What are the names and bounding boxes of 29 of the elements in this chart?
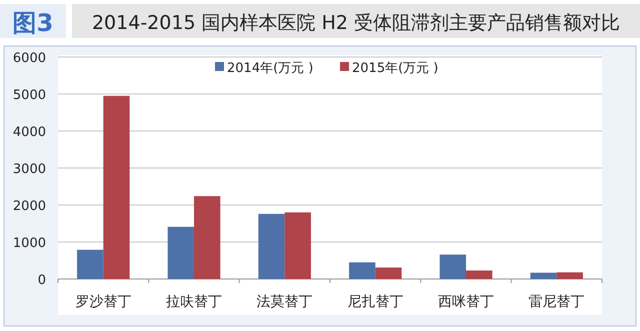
bar [103,96,130,279]
y-tick-label: 0 [38,273,46,288]
x-tick-label: 雷尼替丁 [528,294,585,310]
bar [375,268,402,279]
x-tick-label: 西咪替丁 [438,294,494,310]
x-tick-label: 法莫替丁 [256,294,313,310]
y-tick-label: 5000 [12,88,46,103]
bar [284,212,311,279]
bar [77,250,104,279]
bar [466,270,492,279]
bar [349,262,376,279]
y-tick-label: 1000 [12,236,46,251]
bar [194,196,220,279]
bar [258,214,285,279]
bar [556,272,583,279]
x-tick-label: 拉呋替丁 [166,294,222,310]
y-tick-label: 4000 [12,125,46,140]
x-tick-label: 尼扎替丁 [347,294,404,310]
chart-title: 2014-2015 国内样本医院 H2 受体阻滞剂主要产品销售额对比 [92,12,620,34]
y-tick-label: 6000 [12,51,46,66]
legend-label: 2014年(万元 ) [227,61,314,76]
y-tick-label: 3000 [12,162,46,177]
y-tick-label: 2000 [12,199,46,214]
legend-label: 2015年(万元 ) [352,61,438,76]
bar [168,226,194,279]
x-tick-label: 罗沙替丁 [75,294,132,310]
bar [440,254,466,279]
bar [530,272,557,279]
caption: 图3 [12,9,54,37]
